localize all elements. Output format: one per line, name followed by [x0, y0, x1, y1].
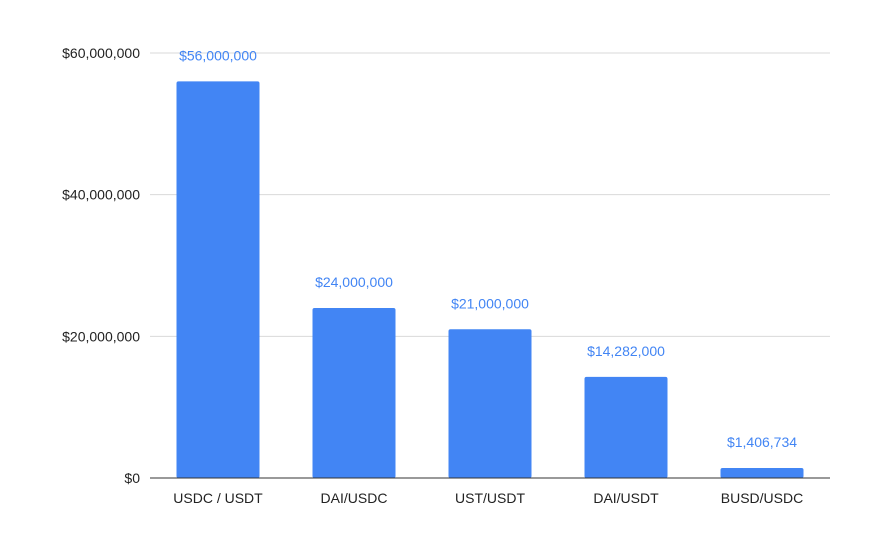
bar [176, 81, 260, 478]
data-labels: $56,000,000 $24,000,000 $21,000,000 $14,282… [179, 47, 797, 450]
x-category-label: BUSD/USDC [721, 490, 803, 506]
bar-data-label: $24,000,000 [315, 274, 393, 290]
x-category-label: DAI/USDC [321, 490, 388, 506]
x-axis-category-labels: USDC / USDT DAI/USDC UST/USDT DAI/USDT BUSD/… [173, 490, 803, 506]
bar [448, 329, 532, 478]
y-axis-tick-labels: $0 $20,000,000 $40,000,000 $60,000,000 [62, 45, 140, 486]
bar [720, 468, 804, 478]
bar [312, 308, 396, 478]
y-tick-label: $20,000,000 [62, 328, 140, 344]
x-category-label: DAI/USDT [593, 490, 659, 506]
y-tick-label: $40,000,000 [62, 187, 140, 203]
y-tick-label: $0 [124, 470, 140, 486]
bar-data-label: $14,282,000 [587, 343, 665, 359]
bar [584, 376, 668, 478]
bar-data-label: $1,406,734 [727, 434, 797, 450]
bar-data-label: $21,000,000 [451, 295, 529, 311]
x-category-label: USDC / USDT [173, 490, 263, 506]
x-category-label: UST/USDT [455, 490, 525, 506]
bar-data-label: $56,000,000 [179, 47, 257, 63]
bars [176, 81, 804, 478]
y-tick-label: $60,000,000 [62, 45, 140, 61]
